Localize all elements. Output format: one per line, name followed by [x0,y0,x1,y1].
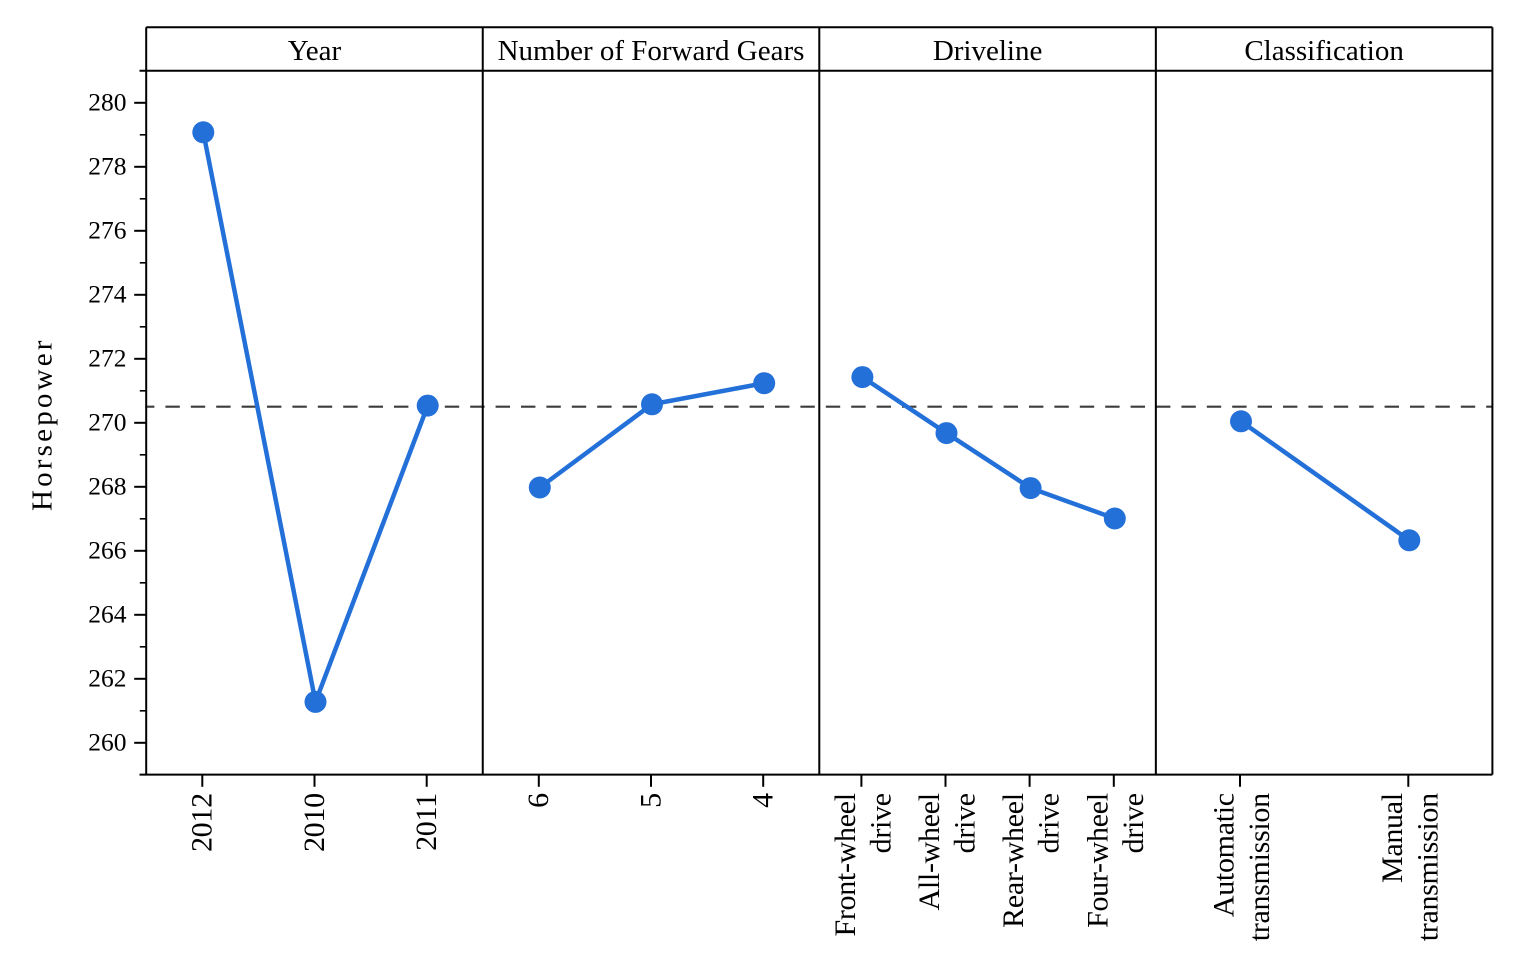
svg-text:Automatic: Automatic [1208,793,1241,917]
svg-text:Year: Year [288,35,342,67]
svg-text:drive: drive [1033,793,1066,853]
svg-text:transmission: transmission [1411,793,1444,941]
svg-text:Four-wheel: Four-wheel [1081,793,1114,928]
svg-text:264: 264 [88,599,127,628]
svg-text:2011: 2011 [410,793,443,851]
svg-text:drive: drive [864,793,897,853]
svg-text:260: 260 [88,727,126,756]
svg-text:2010: 2010 [298,793,331,852]
svg-text:All-wheel: All-wheel [913,793,946,910]
svg-text:274: 274 [88,279,127,308]
svg-text:drive: drive [949,793,982,853]
svg-text:Front-wheel: Front-wheel [829,793,862,936]
svg-text:Rear-wheel: Rear-wheel [997,793,1030,928]
svg-text:280: 280 [88,87,126,116]
svg-text:2012: 2012 [186,793,219,852]
svg-text:drive: drive [1117,793,1150,853]
svg-text:Horsepower: Horsepower [26,337,58,511]
svg-text:Number of Forward Gears: Number of Forward Gears [498,35,805,67]
svg-text:270: 270 [88,407,126,436]
svg-text:Classification: Classification [1244,35,1404,67]
svg-text:transmission: transmission [1243,793,1276,941]
svg-text:262: 262 [88,663,126,692]
svg-text:268: 268 [88,471,126,500]
svg-text:4: 4 [747,793,780,808]
svg-text:5: 5 [634,793,667,808]
svg-text:278: 278 [88,151,126,180]
svg-text:Driveline: Driveline [933,35,1043,67]
svg-text:Manual: Manual [1376,793,1409,883]
svg-text:276: 276 [88,215,126,244]
svg-text:266: 266 [88,535,126,564]
svg-text:6: 6 [522,793,555,808]
svg-text:272: 272 [88,343,126,372]
